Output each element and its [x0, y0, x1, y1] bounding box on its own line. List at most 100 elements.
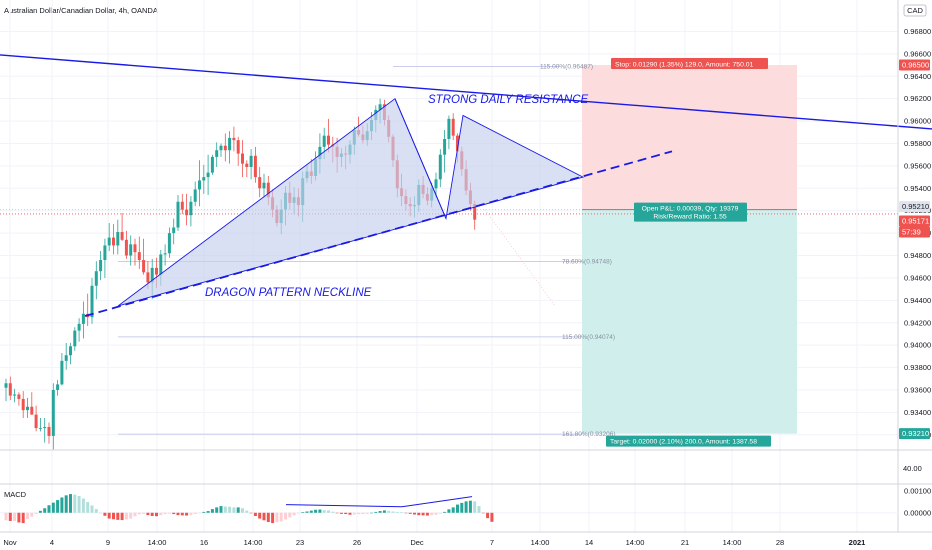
macd-bar — [271, 512, 275, 524]
candle-body — [73, 330, 77, 347]
macd-bar — [219, 506, 223, 513]
macd-bar — [481, 512, 485, 514]
candle-body — [21, 398, 25, 411]
macd-bar — [150, 512, 154, 516]
y-tick-label: 0.94400 — [904, 296, 931, 305]
macd-bar — [374, 511, 378, 513]
current-price-tag — [899, 215, 930, 227]
macd-bar — [155, 512, 158, 517]
time-axis[interactable]: Nov 4 9 14:00 16 14:00 23 26 Dec 7 14:00 14 14:00 21 1… — [3, 538, 865, 547]
y-tick-label: 0.93800 — [904, 363, 931, 372]
candle-body — [163, 253, 167, 255]
candle-body — [253, 155, 257, 178]
fib-level-115-upper-label: 115.00%(0.96487) — [540, 64, 593, 71]
current-price-tag-label: 0.95171 — [902, 216, 929, 225]
macd-bar — [99, 512, 103, 514]
macd-tick-label: 0.00000 — [904, 508, 931, 517]
candle-body — [116, 232, 120, 246]
macd-bar — [73, 494, 77, 513]
macd-bar — [395, 511, 399, 513]
countdown-tag-label: 57:39 — [902, 227, 921, 236]
macd-bar — [477, 506, 481, 513]
macd-bar — [215, 507, 219, 513]
candle-body — [215, 150, 219, 157]
macd-bar — [120, 512, 124, 521]
candle-body — [202, 177, 206, 181]
candle-body — [258, 177, 262, 189]
macd-bar — [60, 497, 64, 513]
candle-body — [262, 182, 266, 189]
macd-bar — [464, 501, 468, 513]
candle-body — [13, 394, 17, 396]
candle-body — [155, 267, 158, 275]
macd-bar — [253, 512, 257, 516]
macd-bar — [198, 512, 201, 514]
macd-bar — [142, 512, 146, 514]
macd-bar — [163, 512, 167, 515]
macd-bar — [124, 512, 128, 520]
candle-body — [189, 201, 193, 216]
macd-bar — [47, 505, 51, 513]
currency-badge[interactable]: CAD — [903, 4, 927, 17]
position-box-line-1: Open P&L: 0.00039, Qty: 19379 — [642, 206, 739, 213]
macd-bar — [288, 512, 292, 518]
macd-bar — [137, 512, 141, 515]
macd-bar — [245, 510, 249, 513]
candle-body — [103, 245, 107, 261]
candle-body — [30, 406, 34, 415]
macd-bar — [258, 512, 262, 519]
x-tick-label: 26 — [353, 538, 361, 547]
pattern-drawings[interactable]: STRONG DAILY RESISTANCE DRAGON PATTERN NE… — [0, 54, 932, 317]
macd-bar — [344, 512, 348, 515]
macd-bar — [327, 510, 330, 513]
candle-body — [434, 179, 438, 189]
macd-bar — [447, 509, 451, 513]
macd-bar — [387, 510, 391, 513]
macd-bar — [4, 512, 8, 521]
macd-bar — [112, 512, 115, 520]
candle-body — [322, 135, 326, 147]
candle-body — [456, 135, 459, 152]
macd-bar — [404, 512, 408, 514]
macd-bar — [206, 511, 210, 513]
candle-body — [26, 406, 29, 411]
macd-bar — [249, 512, 253, 514]
candle-body — [69, 346, 72, 356]
candle-body — [120, 232, 124, 240]
x-tick-label: 21 — [681, 538, 689, 547]
candle-body — [60, 360, 64, 385]
macd-bar — [331, 511, 335, 513]
candle-body — [77, 323, 81, 331]
macd-bar — [490, 512, 494, 522]
x-tick-label: 16 — [200, 538, 208, 547]
x-tick-label: 14:00 — [626, 538, 645, 547]
chart-title: Australian Dollar/Canadian Dollar, 4h, O… — [4, 6, 158, 15]
pattern-leg — [394, 98, 447, 219]
macd-bar — [34, 512, 38, 514]
candle-body — [232, 137, 236, 141]
candle-body — [228, 137, 232, 151]
candle-body — [210, 156, 214, 173]
macd-bar — [116, 512, 120, 520]
y-tick-label: 0.93600 — [904, 385, 931, 394]
macd-bar — [413, 512, 416, 515]
macd-bar — [408, 512, 412, 514]
macd-bar — [473, 501, 477, 513]
candle-body — [167, 233, 171, 254]
x-tick-label: 14:00 — [723, 538, 742, 547]
macd-bar — [318, 509, 322, 513]
countdown-tag — [899, 226, 930, 238]
x-tick-label: 9 — [106, 538, 110, 547]
candle-body — [90, 285, 94, 318]
macd-bar — [13, 512, 17, 521]
macd-bar — [17, 512, 21, 523]
y-tick-label: 0.96600 — [904, 49, 931, 58]
candle-body — [318, 146, 322, 160]
candle-body — [129, 244, 133, 256]
target-box — [606, 435, 771, 447]
macd-bar — [296, 512, 300, 514]
macd-bar — [228, 506, 232, 513]
macd-bar — [51, 502, 55, 513]
candle-body — [451, 118, 455, 136]
